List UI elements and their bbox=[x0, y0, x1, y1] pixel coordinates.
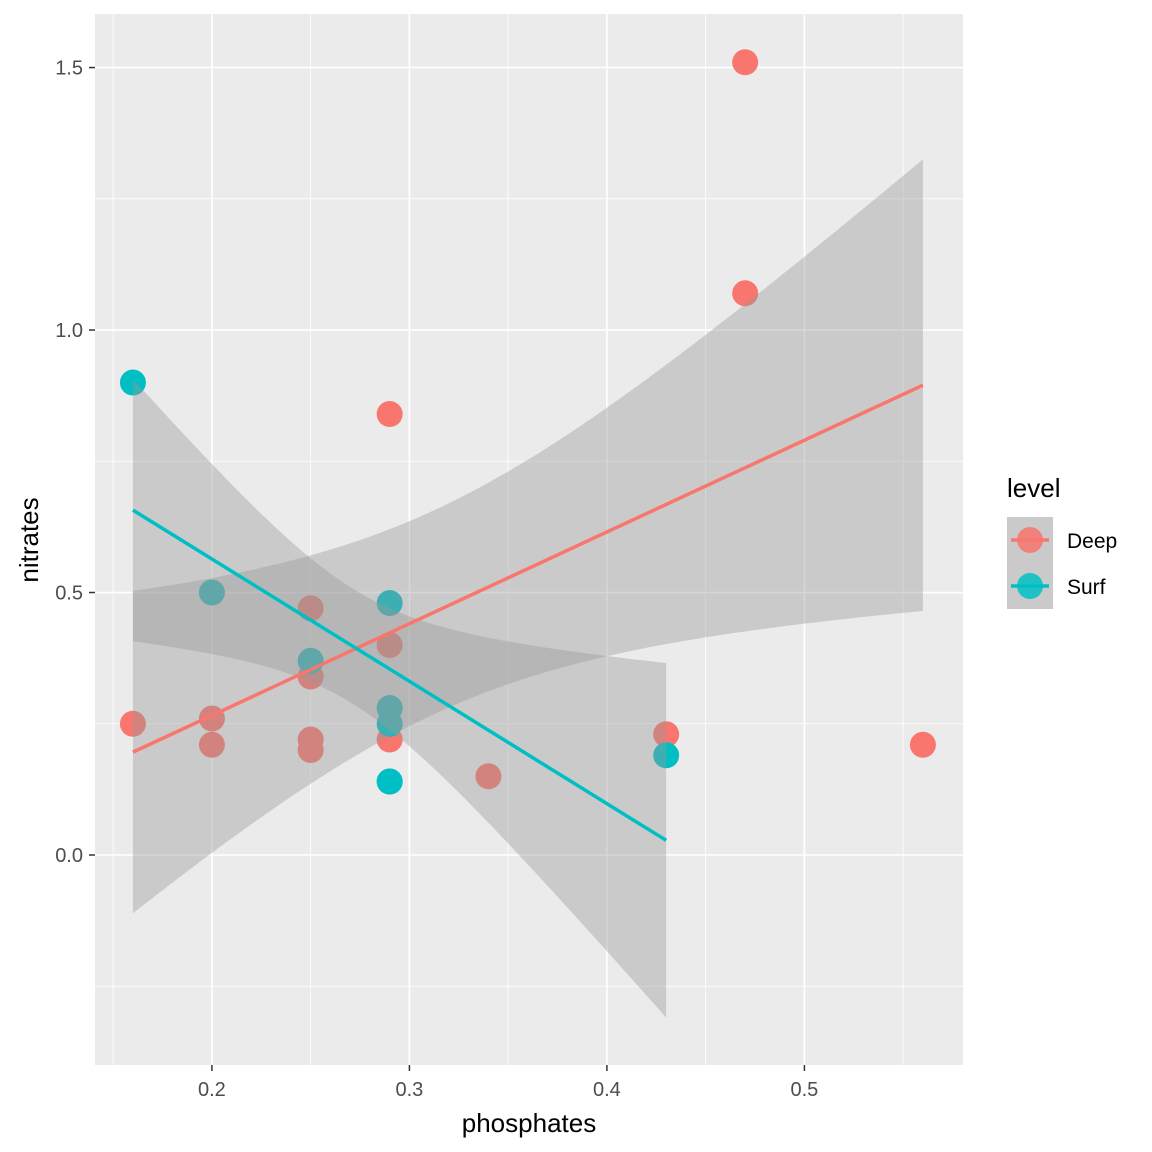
point-deep bbox=[198, 731, 225, 758]
legend-label: Deep bbox=[1067, 530, 1117, 553]
fit-line-surf bbox=[131, 508, 668, 842]
point-deep bbox=[732, 280, 759, 307]
x-tick-label: 0.4 bbox=[593, 1079, 621, 1101]
point-surf bbox=[119, 369, 146, 396]
x-tick-label: 0.5 bbox=[791, 1079, 819, 1101]
legend: level Deep Surf bbox=[1007, 473, 1117, 609]
point-deep bbox=[376, 401, 403, 428]
y-tick-label: 1.5 bbox=[55, 58, 83, 80]
point-surf bbox=[376, 710, 403, 737]
legend-title: level bbox=[1007, 473, 1060, 503]
point-surf bbox=[376, 590, 403, 617]
y-tick-label: 0.5 bbox=[55, 583, 83, 605]
point-surf bbox=[198, 579, 225, 606]
point-deep bbox=[653, 721, 680, 748]
point-deep bbox=[909, 731, 936, 758]
x-axis-label: phosphates bbox=[462, 1108, 596, 1138]
x-tick-label: 0.2 bbox=[198, 1079, 226, 1101]
point-deep bbox=[732, 49, 759, 76]
x-tick-label: 0.3 bbox=[396, 1079, 424, 1101]
point-surf bbox=[653, 742, 680, 769]
panel-background bbox=[95, 14, 963, 1065]
y-axis-label: nitrates bbox=[14, 497, 44, 582]
legend-label: Surf bbox=[1067, 576, 1106, 599]
fit-line-deep bbox=[132, 383, 924, 754]
point-surf bbox=[376, 768, 403, 795]
y-tick-label: 1.0 bbox=[55, 320, 83, 342]
point-deep bbox=[475, 763, 502, 790]
point-deep bbox=[297, 737, 324, 764]
y-tick-label: 0.0 bbox=[55, 845, 83, 867]
point-deep bbox=[376, 632, 403, 659]
point-deep bbox=[119, 710, 146, 737]
confidence-ribbon-surf bbox=[132, 378, 667, 1018]
confidence-ribbon-deep bbox=[132, 159, 923, 914]
